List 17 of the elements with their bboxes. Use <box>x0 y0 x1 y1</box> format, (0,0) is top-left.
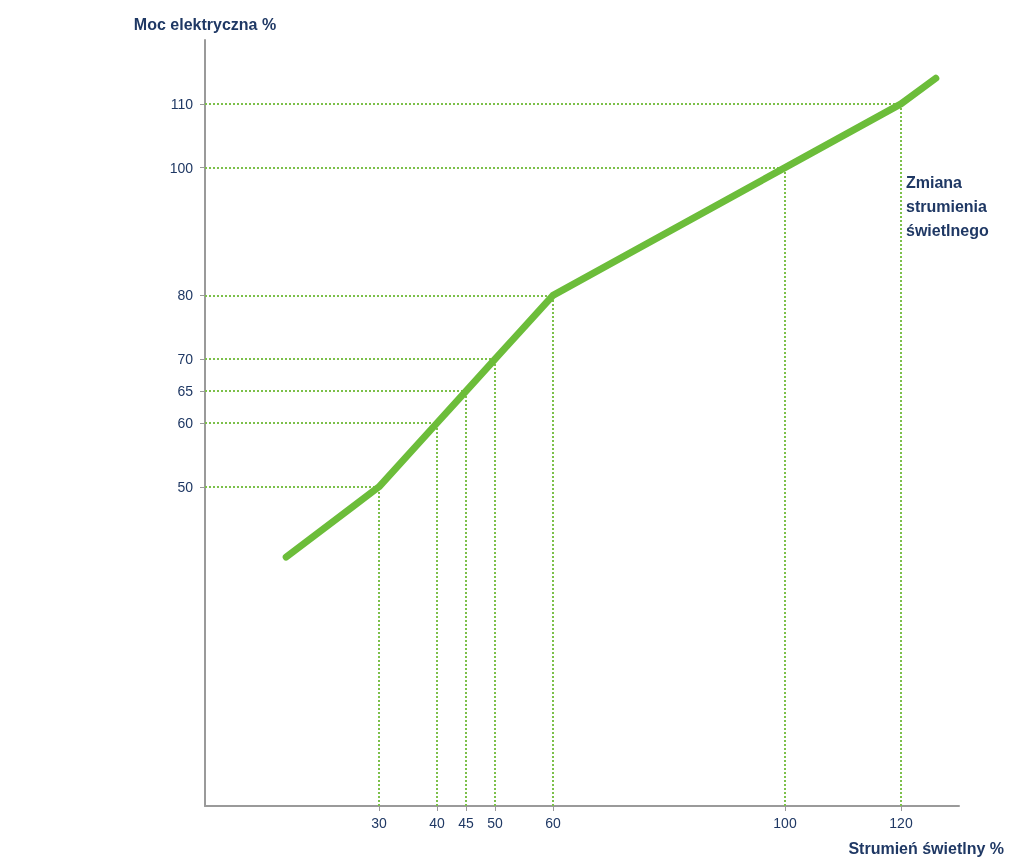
x-axis-title: Strumień świetlny % <box>848 839 1004 857</box>
y-tick-label: 70 <box>177 351 194 368</box>
y-tick-label: 110 <box>170 95 194 112</box>
x-tick-label: 100 <box>773 815 797 831</box>
y-tick-label: 60 <box>177 415 194 431</box>
x-tick-label: 30 <box>371 815 387 831</box>
x-tick-label: 50 <box>487 815 503 831</box>
y-tick-label: 80 <box>177 287 194 304</box>
y-tick-label: 100 <box>169 159 194 176</box>
x-tick-label: 60 <box>545 815 561 831</box>
y-axis-title: Moc elektryczna % <box>133 15 277 33</box>
y-tick-label: 65 <box>177 383 194 400</box>
x-tick-label: 40 <box>429 815 445 831</box>
annotation: Zmiana strumienia świetlnego <box>906 173 992 239</box>
x-tick-label: 120 <box>889 815 913 831</box>
y-tick-label: 50 <box>177 478 194 495</box>
x-tick-label: 45 <box>458 815 474 831</box>
